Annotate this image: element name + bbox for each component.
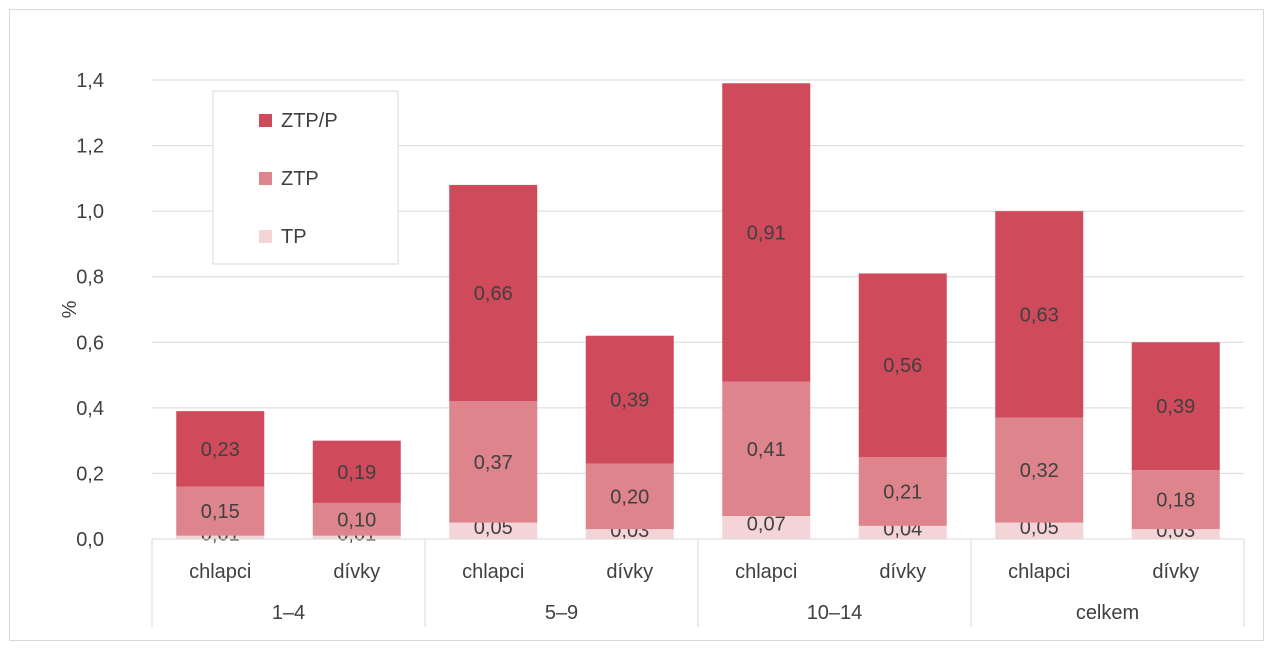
bar-ztp-p	[858, 273, 947, 458]
bar-tp	[722, 516, 811, 539]
bar-tp	[858, 525, 947, 539]
legend-label: TP	[281, 226, 307, 248]
bar-tp	[312, 535, 401, 539]
data-label: 0,07	[747, 514, 786, 536]
x-category-label: chlapci	[735, 561, 797, 583]
x-category-label: dívky	[333, 561, 380, 583]
bar-ztp-p	[585, 335, 674, 464]
legend-swatch-ztp-p	[259, 114, 272, 127]
y-tick-label: 0,4	[76, 398, 104, 420]
bar-ztp	[449, 401, 538, 523]
data-label: 0,39	[1156, 396, 1195, 418]
data-label: 0,63	[1020, 304, 1059, 326]
bar-ztp	[312, 502, 401, 536]
chart-frame	[9, 9, 1264, 641]
legend-label: ZTP/P	[281, 110, 338, 132]
data-label: 0,32	[1020, 460, 1059, 482]
bar-tp	[1131, 529, 1220, 539]
x-category-label: chlapci	[1008, 561, 1070, 583]
data-label: 0,39	[610, 390, 649, 412]
data-label: 0,41	[747, 439, 786, 461]
bar-ztp	[722, 381, 811, 517]
y-tick-label: 0,8	[76, 267, 104, 289]
y-tick-label: 0,0	[76, 529, 104, 551]
bar-ztp	[176, 486, 265, 536]
data-label: 0,56	[883, 355, 922, 377]
bar-ztp-p	[449, 184, 538, 402]
bar-ztp-p	[995, 211, 1084, 418]
bar-ztp	[1131, 470, 1220, 530]
x-group-label: celkem	[1076, 602, 1139, 624]
data-label: 0,37	[474, 452, 513, 474]
x-category-label: dívky	[879, 561, 926, 583]
y-tick-label: 1,0	[76, 201, 104, 223]
data-label: 0,15	[201, 501, 240, 523]
y-tick-label: 1,4	[76, 70, 104, 92]
data-label: 0,18	[1156, 490, 1195, 512]
x-category-label: dívky	[606, 561, 653, 583]
data-label: 0,91	[747, 222, 786, 244]
legend-box	[212, 90, 399, 265]
y-tick-label: 0,6	[76, 332, 104, 354]
x-category-label: chlapci	[189, 561, 251, 583]
x-group-label: 10–14	[807, 602, 863, 624]
bar-ztp-p	[1131, 342, 1220, 471]
x-category-label: chlapci	[462, 561, 524, 583]
bar-ztp-p	[312, 440, 401, 503]
bar-ztp-p	[722, 83, 811, 382]
y-axis-label: %	[59, 300, 81, 318]
bar-tp	[449, 522, 538, 539]
legend-swatch-ztp	[259, 172, 272, 185]
y-tick-label: 1,2	[76, 136, 104, 158]
data-label: 0,19	[337, 462, 376, 484]
y-tick-label: 0,2	[76, 463, 104, 485]
bar-ztp	[585, 463, 674, 530]
data-label: 0,66	[474, 283, 513, 305]
legend-swatch-tp	[259, 230, 272, 243]
bar-tp	[995, 522, 1084, 539]
x-group-label: 5–9	[545, 602, 578, 624]
x-category-label: dívky	[1152, 561, 1199, 583]
data-label: 0,20	[610, 486, 649, 508]
data-label: 0,21	[883, 481, 922, 503]
data-label: 0,10	[337, 509, 376, 531]
bar-tp	[176, 535, 265, 539]
bar-ztp-p	[176, 411, 265, 487]
bar-ztp	[858, 457, 947, 526]
bar-ztp	[995, 417, 1084, 523]
x-group-label: 1–4	[272, 602, 305, 624]
bar-tp	[585, 529, 674, 539]
data-label: 0,23	[201, 439, 240, 461]
legend-label: ZTP	[281, 168, 319, 190]
